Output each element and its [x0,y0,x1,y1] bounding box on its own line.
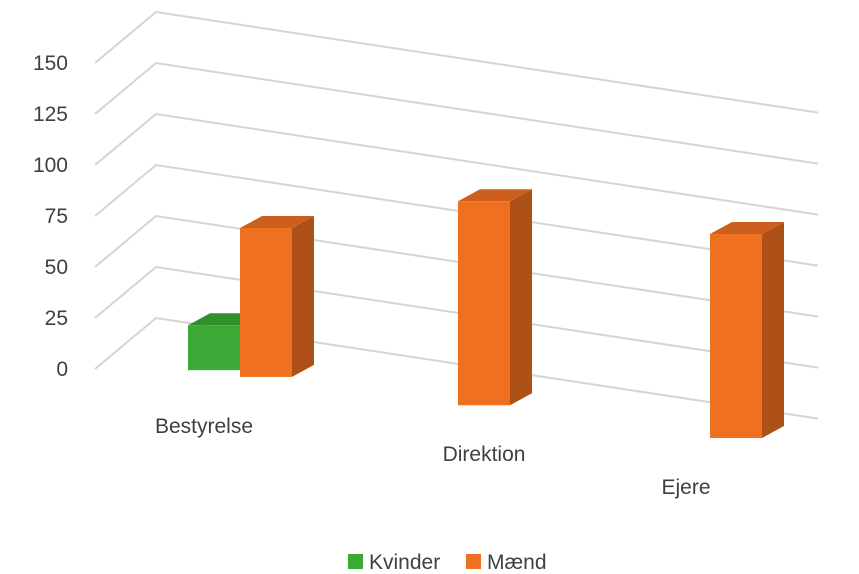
bar [458,189,532,406]
y-tick-label: 75 [45,205,68,228]
legend-swatch [466,554,481,569]
gridline [94,112,819,216]
bar-front [710,234,762,439]
gridline [94,316,819,420]
bar-side [762,222,784,439]
y-tick-label: 50 [45,256,68,279]
bar-top [240,216,314,229]
legend-label: Mænd [487,551,547,574]
gridlines [94,10,819,420]
gridline [94,61,819,165]
bar [710,222,784,439]
category-label: Ejere [661,476,710,499]
legend: Kvinder Mænd [348,551,547,574]
bar-top [710,222,784,235]
legend-swatch [348,554,363,569]
gridline [94,10,819,114]
bar-front [458,201,510,406]
gridline [94,163,819,267]
bar-side [292,216,314,377]
bars [188,189,784,439]
legend-label: Kvinder [369,551,440,574]
gridline [94,265,819,369]
bar-front [240,228,292,377]
y-tick-label: 0 [56,358,68,381]
category-label: Bestyrelse [155,415,253,438]
category-labels: Bestyrelse Direktion Ejere [155,415,711,499]
y-tick-label: 125 [33,103,68,126]
y-tick-label: 25 [45,307,68,330]
bar-side [510,189,532,406]
bar [240,216,314,377]
y-tick-label: 100 [33,154,68,177]
category-label: Direktion [443,443,526,466]
bar-front [188,325,240,371]
gridline [94,214,819,318]
y-tick-label: 150 [33,52,68,75]
y-axis-ticks: 0 25 50 75 100 125 150 [33,52,68,381]
bar-top [458,189,532,202]
